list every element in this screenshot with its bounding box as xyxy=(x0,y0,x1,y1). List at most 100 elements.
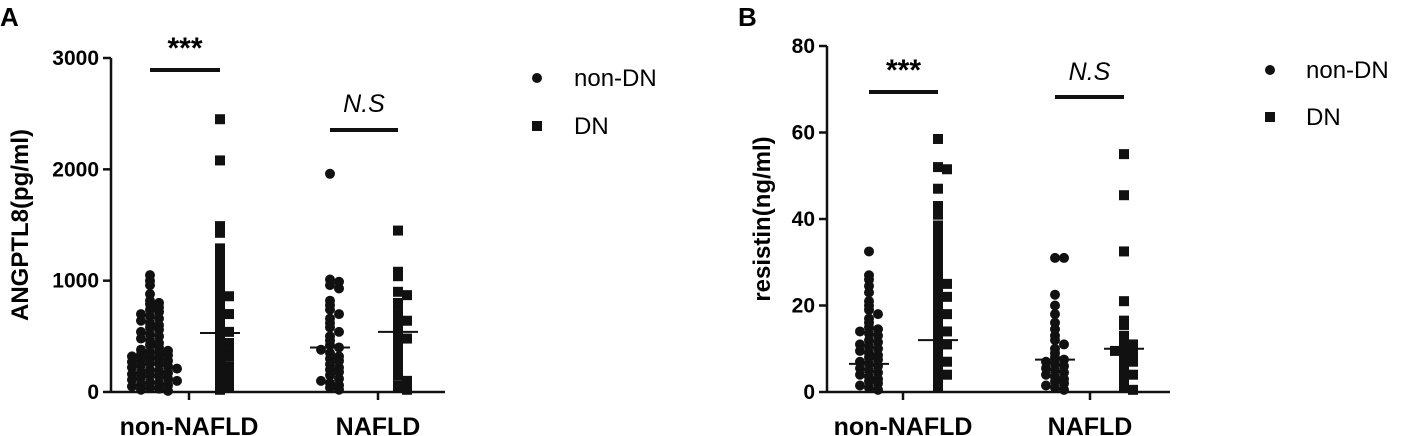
data-point xyxy=(215,227,225,238)
data-point xyxy=(855,369,865,380)
data-point xyxy=(393,370,403,381)
data-point xyxy=(136,315,146,326)
data-point xyxy=(224,338,234,349)
legend-label: non-DN xyxy=(574,65,657,92)
data-point xyxy=(864,304,874,315)
data-point xyxy=(325,304,335,315)
data-point xyxy=(215,322,225,333)
data-point xyxy=(855,345,865,356)
data-point xyxy=(215,348,225,359)
data-point xyxy=(172,375,182,386)
data-point xyxy=(933,162,943,173)
data-point xyxy=(1059,252,1069,263)
x-tick-label: non-NAFLD xyxy=(120,413,259,436)
data-point xyxy=(1119,149,1129,160)
data-point xyxy=(172,363,182,374)
data-point xyxy=(1128,384,1138,395)
significance-label: N.S xyxy=(343,90,385,118)
panel-letter: B xyxy=(738,2,757,32)
data-point xyxy=(1119,382,1129,393)
panel-a: A 0 1000 2000 3000 non-NAFLD NAFLD ANGPTL8(pg/m… xyxy=(0,2,657,436)
data-point xyxy=(942,326,952,337)
data-point xyxy=(1119,341,1129,352)
data-point xyxy=(1050,300,1060,311)
data-point xyxy=(402,375,412,386)
data-point xyxy=(393,271,403,282)
data-point xyxy=(933,183,943,194)
data-point xyxy=(215,266,225,277)
data-point xyxy=(864,382,874,393)
data-point xyxy=(942,369,952,380)
data-point xyxy=(393,359,403,370)
data-point xyxy=(224,344,234,355)
data-point xyxy=(1041,369,1051,380)
legend-label: non-DN xyxy=(1306,57,1389,84)
data-point xyxy=(215,341,225,352)
data-point xyxy=(224,291,234,302)
data-point xyxy=(933,235,943,246)
y-tick-label: 1000 xyxy=(52,270,99,293)
data-point xyxy=(215,358,225,369)
data-point xyxy=(1110,345,1120,356)
data-point xyxy=(215,114,225,125)
data-point xyxy=(224,374,234,385)
data-point xyxy=(933,382,943,393)
data-point xyxy=(402,384,412,395)
data-point xyxy=(1041,380,1051,391)
data-point xyxy=(1265,65,1275,75)
data-point xyxy=(855,380,865,391)
data-point xyxy=(1128,350,1138,361)
data-point xyxy=(933,322,943,333)
data-point xyxy=(942,339,952,350)
data-point xyxy=(224,381,234,392)
data-point xyxy=(402,333,412,344)
data-point xyxy=(224,351,234,362)
data-point xyxy=(215,304,225,315)
data-point xyxy=(393,364,403,375)
data-point xyxy=(1128,369,1138,380)
y-tick-label: 40 xyxy=(792,208,815,231)
data-point xyxy=(1059,384,1069,395)
data-point xyxy=(1119,365,1129,376)
data-point xyxy=(325,280,335,291)
data-point xyxy=(215,371,225,382)
data-point xyxy=(154,383,164,394)
y-tick-label: 0 xyxy=(87,381,99,404)
data-point xyxy=(933,274,943,285)
data-point xyxy=(224,326,234,337)
data-point xyxy=(1119,335,1129,346)
data-point xyxy=(402,315,412,326)
data-point xyxy=(1050,289,1060,300)
y-tick-label: 2000 xyxy=(52,158,99,181)
data-point xyxy=(393,353,403,364)
data-point xyxy=(873,384,883,395)
data-point xyxy=(933,352,943,363)
data-point xyxy=(393,286,403,297)
data-point xyxy=(1119,296,1129,307)
data-point xyxy=(325,370,335,381)
data-point xyxy=(145,280,155,291)
data-point xyxy=(393,342,403,353)
data-point xyxy=(1050,335,1060,346)
data-point xyxy=(334,384,344,395)
data-point xyxy=(1050,309,1060,320)
data-point xyxy=(1059,339,1069,350)
data-point xyxy=(215,286,225,297)
data-point xyxy=(864,287,874,298)
data-point xyxy=(215,155,225,166)
data-point xyxy=(393,225,403,236)
data-point xyxy=(933,244,943,255)
y-tick-label: 60 xyxy=(792,122,815,145)
data-point xyxy=(215,384,225,395)
data-point xyxy=(933,287,943,298)
data-point xyxy=(942,356,952,367)
data-point xyxy=(325,382,335,393)
x-tick-label: non-NAFLD xyxy=(834,413,973,436)
data-point xyxy=(864,246,874,257)
data-point xyxy=(334,326,344,337)
data-point xyxy=(325,168,335,179)
data-point xyxy=(393,329,403,340)
panel-letter: A xyxy=(0,2,19,32)
x-tick-label: NAFLD xyxy=(336,413,421,436)
